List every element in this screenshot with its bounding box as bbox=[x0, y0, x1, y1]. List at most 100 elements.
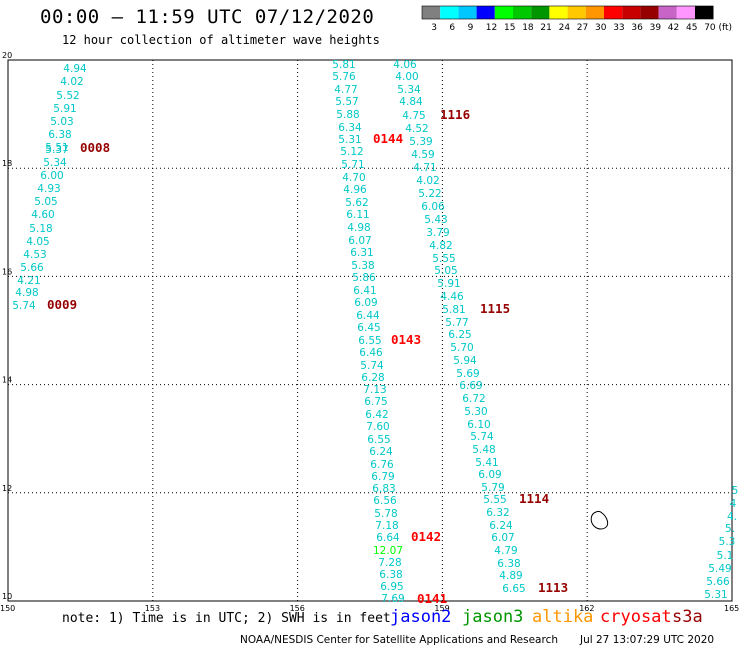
wave-height-value: 6.24 bbox=[489, 520, 513, 532]
color-scale-label: 70 (ft) bbox=[704, 23, 732, 33]
wave-height-value: 5.51 bbox=[45, 142, 68, 154]
wave-height-value: 6.95 bbox=[380, 581, 403, 593]
wave-height-value: 6.31 bbox=[350, 247, 373, 259]
latitude-tick-label: 16 bbox=[2, 267, 12, 276]
color-swatch bbox=[476, 6, 495, 19]
color-swatch bbox=[422, 6, 441, 19]
wave-height-value: 6.38 bbox=[48, 129, 71, 141]
wave-height-value: 6.28 bbox=[361, 372, 384, 384]
wave-height-value: 4. bbox=[727, 511, 737, 523]
wave-height-value: 7.28 bbox=[378, 557, 401, 569]
wave-height-value: 6.75 bbox=[364, 396, 387, 408]
footer-note: note: 1) Time is in UTC; 2) SWH is in fe… bbox=[62, 611, 391, 626]
color-swatch bbox=[440, 6, 459, 19]
wave-height-value: 5.41 bbox=[475, 457, 498, 469]
wave-height-value: 6.06 bbox=[421, 201, 445, 213]
wave-height-value: 5.31 bbox=[338, 134, 361, 146]
pass-time-label: 1115 bbox=[480, 301, 510, 316]
wave-height-value: 5.48 bbox=[472, 444, 495, 456]
wave-height-value: 4.77 bbox=[334, 84, 357, 96]
wave-height-value: 5.77 bbox=[445, 317, 468, 329]
wave-height-value: 7.60 bbox=[366, 421, 389, 433]
wave-height-value: 5.38 bbox=[351, 260, 374, 272]
wave-height-value: 4.93 bbox=[37, 183, 60, 195]
wave-height-value: 6.00 bbox=[40, 170, 63, 182]
wave-height-value: 4.96 bbox=[343, 184, 367, 196]
wave-height-value: 5.22 bbox=[418, 188, 441, 200]
wave-height-value: 5.37 bbox=[45, 144, 68, 156]
wave-height-value: 5.79 bbox=[481, 482, 504, 494]
longitude-tick-label: 150 bbox=[0, 604, 15, 613]
wave-height-value: 5.70 bbox=[450, 342, 473, 354]
wave-height-value: 5.69 bbox=[456, 368, 479, 380]
wave-height-value: 4.98 bbox=[347, 222, 370, 234]
pass-time-label: 0144 bbox=[373, 131, 403, 146]
pass-time-label: 0009 bbox=[47, 297, 77, 312]
latitude-tick-label: 18 bbox=[2, 159, 12, 168]
wave-height-value: 6.65 bbox=[502, 583, 525, 595]
latitude-tick-label: 10 bbox=[2, 592, 12, 601]
wave-height-value: 5.57 bbox=[335, 96, 358, 108]
wave-height-value: 4.46 bbox=[440, 291, 464, 303]
wave-height-value: 5 bbox=[732, 485, 739, 497]
longitude-tick-label: 156 bbox=[290, 604, 305, 613]
wave-height-value: 6.79 bbox=[371, 471, 394, 483]
wave-height-value: 5.52 bbox=[56, 90, 79, 102]
wave-height-value: 5.94 bbox=[453, 355, 477, 367]
wave-height-value: 5.43 bbox=[424, 214, 447, 226]
wave-height-value: 5.3 bbox=[719, 536, 736, 548]
wave-height-value: 4.05 bbox=[26, 236, 49, 248]
wave-height-value: 5.86 bbox=[352, 272, 376, 284]
wave-height-value: 4.02 bbox=[416, 175, 439, 187]
color-scale-label: 27 bbox=[577, 23, 588, 33]
wave-height-value: 5.05 bbox=[434, 265, 457, 277]
wave-height-value: 6.25 bbox=[448, 329, 471, 341]
legend-item-altika: altika bbox=[532, 607, 594, 627]
color-swatch bbox=[622, 6, 641, 19]
wave-height-value: 4.82 bbox=[429, 240, 452, 252]
wave-height-value: 5.49 bbox=[708, 563, 731, 575]
wave-height-value: 6.76 bbox=[370, 459, 394, 471]
wave-height-value: 6.83 bbox=[372, 483, 395, 495]
wave-height-value: 6.38 bbox=[497, 558, 520, 570]
wave-height-value: 6.55 bbox=[358, 335, 381, 347]
wave-height-value: 4.84 bbox=[399, 96, 423, 108]
wave-height-value: 5.34 bbox=[397, 84, 421, 96]
wave-height-value: 6.09 bbox=[478, 469, 501, 481]
wave-height-value: 7.13 bbox=[363, 384, 386, 396]
wave-height-value: 5.34 bbox=[43, 157, 67, 169]
wave-height-value: 6.34 bbox=[338, 122, 362, 134]
longitude-tick-label: 162 bbox=[579, 604, 594, 613]
wave-height-value: 4.52 bbox=[405, 123, 428, 135]
color-swatch bbox=[513, 6, 532, 19]
wave-height-value: 5.91 bbox=[437, 278, 460, 290]
legend-item-s3a: s3a bbox=[672, 607, 703, 627]
wave-height-value: 5.12 bbox=[340, 146, 363, 158]
wave-height-value: 5.39 bbox=[409, 136, 432, 148]
color-scale-label: 36 bbox=[631, 23, 643, 33]
color-scale-label: 21 bbox=[540, 23, 551, 33]
color-swatch bbox=[567, 6, 586, 19]
wave-height-value: 6.24 bbox=[369, 446, 393, 458]
latitude-tick-label: 12 bbox=[2, 484, 12, 493]
wave-height-value: 5.74 bbox=[12, 300, 36, 312]
color-scale-label: 12 bbox=[486, 23, 497, 33]
pass-time-label: 1114 bbox=[519, 491, 549, 506]
wave-height-value: 4.89 bbox=[499, 570, 522, 582]
wave-height-value: 5.78 bbox=[374, 508, 397, 520]
wave-height-value: 4.21 bbox=[17, 275, 40, 287]
wave-height-value: 6.41 bbox=[353, 285, 376, 297]
pass-time-label: 0141 bbox=[417, 591, 447, 606]
wave-height-value: 4.75 bbox=[402, 110, 425, 122]
map-frame bbox=[7, 59, 733, 602]
legend-item-jason3: jason3 bbox=[462, 607, 524, 627]
longitude-tick-label: 153 bbox=[145, 604, 160, 613]
wave-height-value: 6.45 bbox=[357, 322, 380, 334]
wave-height-value: 5.18 bbox=[29, 223, 52, 235]
color-scale-label: 3 bbox=[431, 23, 437, 33]
wave-height-value: 4.59 bbox=[411, 149, 434, 161]
map-title: 00:00 – 11:59 UTC 07/12/2020 bbox=[40, 6, 375, 28]
wave-height-value: 4.53 bbox=[23, 249, 46, 261]
wave-height-value: 4.70 bbox=[342, 172, 365, 184]
color-scale-label: 39 bbox=[650, 23, 662, 33]
